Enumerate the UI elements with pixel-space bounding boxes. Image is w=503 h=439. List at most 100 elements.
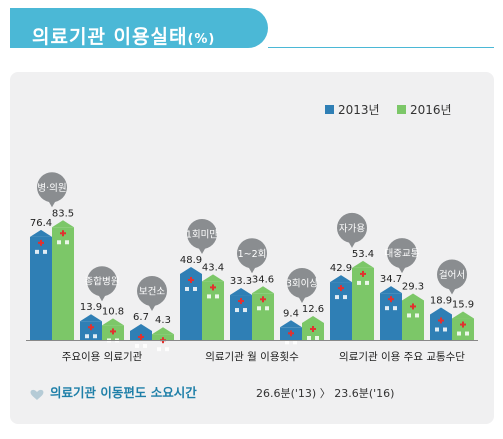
group-label: 의료기관 이용 주요 교통수단 (339, 351, 465, 363)
window-icon (443, 327, 447, 332)
window-icon (57, 240, 61, 245)
bar-roof (180, 266, 202, 274)
footer-label: 의료기관 이동편도 소요시간 (50, 385, 197, 400)
value-label: 34.7 (380, 274, 402, 285)
window-icon (235, 308, 239, 313)
window-icon (285, 340, 289, 345)
value-label: 18.9 (430, 295, 452, 306)
page-title: 의료기관 이용실태(%) (32, 22, 215, 49)
bubble-tail (298, 295, 306, 303)
window-icon (143, 343, 147, 348)
group-label: 주요이용 의료기관 (62, 351, 143, 363)
bar-0-0-1 (52, 227, 74, 340)
bubble-label: 종합병원 (85, 277, 120, 288)
category-bubble (337, 212, 367, 243)
window-icon (385, 306, 389, 311)
window-icon (457, 331, 461, 336)
bar-roof (52, 220, 74, 228)
window-icon (85, 334, 89, 339)
bar-roof (30, 229, 52, 237)
window-icon (165, 347, 169, 352)
value-label: 34.6 (252, 274, 274, 285)
bar-roof (380, 286, 402, 294)
legend: 2013년 2016년 (325, 103, 452, 117)
bubble-label: 보건소 (139, 286, 165, 297)
value-label: 10.8 (102, 306, 124, 317)
legend-swatch-2016 (397, 105, 406, 114)
value-label: 12.6 (302, 304, 324, 315)
bar-roof (452, 311, 474, 319)
footer-value: 26.6분('13) 〉 23.6분('16) (256, 387, 394, 400)
window-icon (335, 295, 339, 300)
bar-2-0-1 (352, 267, 374, 340)
category-bubble (287, 267, 317, 298)
cross-icon (462, 321, 464, 328)
bar-1-1-0 (230, 295, 252, 340)
cross-icon (440, 317, 442, 324)
bar-0-0-0 (30, 236, 52, 340)
window-icon (365, 280, 369, 285)
bar-roof (102, 318, 124, 326)
category-bubble (437, 259, 467, 290)
bar-roof (302, 315, 324, 323)
window-icon (215, 294, 219, 299)
window-icon (315, 335, 319, 340)
window-icon (265, 306, 269, 311)
bubble-tail (148, 303, 156, 311)
bubble-label: 자가용 (339, 223, 365, 234)
window-icon (185, 286, 189, 291)
bubble-label: 병·의원 (37, 183, 66, 194)
cross-icon (340, 285, 342, 292)
bubble-tail (398, 266, 406, 274)
value-label: 76.4 (30, 218, 52, 229)
group-label: 의료기관 월 이용횟수 (205, 351, 299, 363)
window-icon (343, 295, 347, 300)
value-label: 13.9 (80, 302, 102, 313)
value-label: 53.4 (352, 249, 374, 260)
window-icon (207, 294, 211, 299)
category-bubble (137, 275, 167, 306)
cross-icon (312, 325, 314, 332)
value-label: 9.4 (283, 308, 299, 319)
cross-icon (290, 330, 292, 337)
value-label: 29.3 (402, 281, 424, 292)
legend-label-2013: 2013년 (338, 103, 380, 117)
cross-icon (112, 328, 114, 335)
legend-label-2016: 2016년 (410, 103, 452, 117)
window-icon (243, 308, 247, 313)
cross-icon (190, 276, 192, 283)
bubble-tail (98, 294, 106, 302)
window-icon (293, 340, 297, 345)
bar-2-2-0 (430, 314, 452, 340)
window-icon (257, 306, 261, 311)
bar-roof (330, 275, 352, 283)
bar-roof (202, 274, 224, 282)
bubble-tail (248, 266, 256, 274)
bubble-tail (348, 240, 356, 248)
bar-roof (130, 323, 152, 331)
title-banner: 의료기관 이용실태(%) (10, 8, 268, 48)
window-icon (393, 306, 397, 311)
bubble-label: 1회미만 (186, 229, 219, 240)
bubble-label: 걸어서 (439, 269, 465, 281)
window-icon (307, 335, 311, 340)
bar-roof (402, 293, 424, 301)
bar-2-1-0 (380, 293, 402, 340)
category-bubble (387, 238, 417, 269)
cross-icon (262, 296, 264, 303)
value-label: 42.9 (330, 263, 352, 274)
bubble-label: 3회이상 (286, 278, 319, 289)
bar-roof (252, 286, 274, 294)
cross-icon (62, 230, 64, 237)
cross-icon (390, 296, 392, 303)
category-bubble (187, 218, 217, 249)
cross-icon (212, 284, 214, 291)
cross-icon (362, 270, 364, 277)
title-unit: (%) (187, 32, 216, 47)
window-icon (65, 240, 69, 245)
cross-icon (140, 333, 142, 340)
footer: 의료기관 이동편도 소요시간 26.6분('13) 〉 23.6분('16) (30, 385, 394, 400)
window-icon (435, 327, 439, 332)
bubble-tail (448, 287, 456, 295)
legend-swatch-2013 (325, 105, 334, 114)
